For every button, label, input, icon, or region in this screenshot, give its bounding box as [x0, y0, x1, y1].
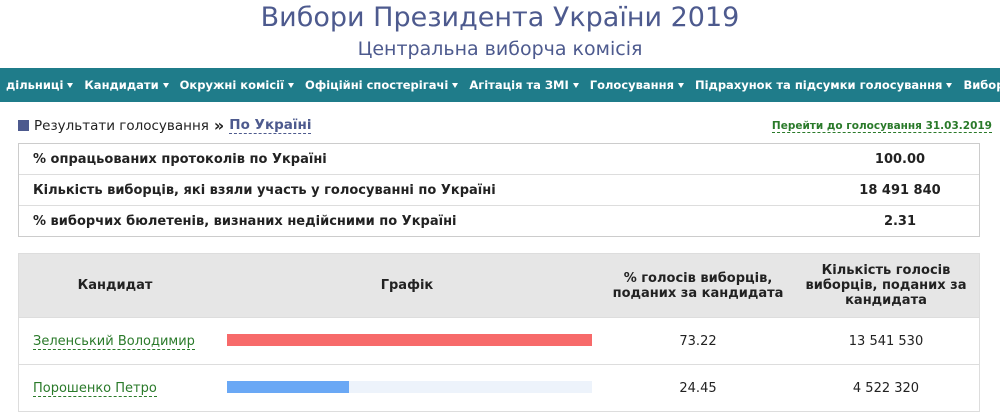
column-header: Графік: [380, 278, 434, 293]
candidate-name[interactable]: Зеленський Володимир: [33, 333, 195, 350]
nav-item[interactable]: Офіційні спостерігачі: [286, 78, 459, 92]
column-header: % голосів виборців, поданих за кандидата: [612, 270, 784, 301]
bar: [227, 381, 349, 393]
dropdown-arrow: [67, 82, 74, 88]
dropdown-arrow: [677, 82, 684, 88]
dropdown-arrow: [288, 82, 295, 88]
header-row: Кандидат Графік % голосів виборців, подани…: [19, 254, 979, 317]
summary-value: 2.31: [883, 213, 917, 229]
dropdown-arrow: [162, 82, 169, 88]
nav-label: Офіційні спостерігачі: [305, 78, 449, 92]
page-subtitle: Центральна виборча комісія: [357, 38, 643, 60]
nav-label: Голосування: [589, 78, 674, 92]
nav-item[interactable]: Агітація та ЗМІ: [450, 78, 579, 92]
dropdown-arrow: [452, 82, 459, 88]
nav-item[interactable]: Кандидати: [65, 78, 169, 92]
candidate-cell: Порошенко Петро: [19, 380, 211, 397]
candidate-row: Зеленський Володимир 73.22 13 541 530: [19, 317, 979, 364]
breadcrumb-section: Результати голосування: [34, 117, 209, 134]
summary-row: Кількість виборців, які взяли участь у г…: [19, 174, 979, 205]
percent: 24.45: [679, 380, 717, 396]
candidate-cell: Зеленський Володимир: [19, 333, 211, 350]
nav-label: Окружні комісії: [179, 78, 285, 92]
summary-table: % опрацьованих протоколів по Україні 100.…: [18, 143, 980, 237]
summary-label: Кількість виборців, які взяли участь у г…: [33, 182, 496, 198]
column-header: Кількість голосів виборців, поданих за к…: [805, 263, 967, 308]
dropdown-arrow: [572, 82, 579, 88]
summary-value: 18 491 840: [859, 182, 941, 198]
nav-label: Виборчі фонди: [963, 78, 1000, 92]
nav-item[interactable]: Виборчі фонди: [944, 78, 1000, 92]
date-link[interactable]: Перейти до голосування 31.03.2019: [771, 120, 992, 133]
candidate-name[interactable]: Порошенко Петро: [33, 380, 157, 397]
chart-cell: [211, 365, 603, 411]
nav-item[interactable]: Голосування: [571, 78, 684, 92]
nav-label: Підрахунок та підсумки голосування: [694, 78, 943, 92]
nav-item[interactable]: Окружні комісії: [161, 78, 295, 92]
page-title: Вибори Президента України 2019: [260, 2, 740, 33]
summary-label: % опрацьованих протоколів по Україні: [33, 151, 327, 167]
summary-label: % виборчих бюлетенів, визнаних недійсним…: [33, 213, 457, 229]
bullet: [18, 120, 29, 131]
votes: 13 541 530: [848, 333, 924, 349]
nav-item[interactable]: Підрахунок та підсумки голосування: [676, 78, 953, 92]
bar-track: [227, 381, 592, 393]
dropdown-arrow: [946, 82, 953, 88]
summary-row: % виборчих бюлетенів, визнаних недійсним…: [19, 205, 979, 236]
bar: [227, 334, 592, 346]
nav-label: дільниці: [6, 78, 64, 92]
summary-row: % опрацьованих протоколів по Україні 100.…: [19, 144, 979, 174]
nav-bar: дільниці Кандидати Окружні комісії Офіційні…: [0, 68, 1000, 102]
summary-value: 100.00: [874, 151, 926, 167]
bar-track: [227, 334, 592, 346]
nav-label: Кандидати: [84, 78, 159, 92]
column-header: Кандидат: [77, 278, 153, 293]
breadcrumb-separator: »: [213, 116, 225, 135]
percent: 73.22: [679, 333, 717, 349]
nav-item[interactable]: дільниці: [0, 78, 74, 92]
votes: 4 522 320: [852, 380, 920, 396]
breadcrumb: Результати голосування » По Україні: [18, 116, 312, 135]
breadcrumb-current[interactable]: По Україні: [229, 117, 312, 134]
nav-label: Агітація та ЗМІ: [469, 78, 569, 92]
results-table: Кандидат Графік % голосів виборців, подани…: [18, 253, 980, 412]
candidate-row: Порошенко Петро 24.45 4 522 320: [19, 364, 979, 411]
chart-cell: [211, 318, 603, 364]
